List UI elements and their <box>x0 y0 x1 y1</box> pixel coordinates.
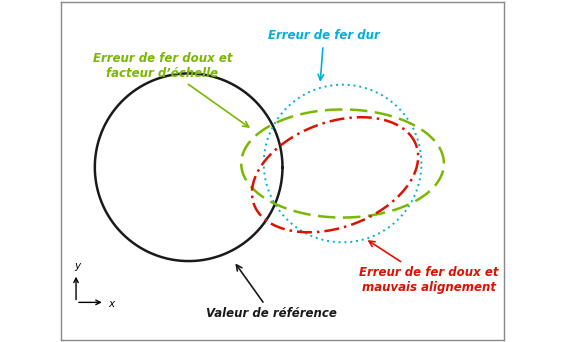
Text: y: y <box>75 261 81 271</box>
Text: x: x <box>108 299 114 309</box>
Text: Erreur de fer doux et
mauvais alignement: Erreur de fer doux et mauvais alignement <box>359 241 499 294</box>
Text: Erreur de fer dur: Erreur de fer dur <box>268 29 380 80</box>
Text: Valeur de référence: Valeur de référence <box>206 265 337 320</box>
Text: Erreur de fer doux et
facteur d’échelle: Erreur de fer doux et facteur d’échelle <box>93 52 249 127</box>
